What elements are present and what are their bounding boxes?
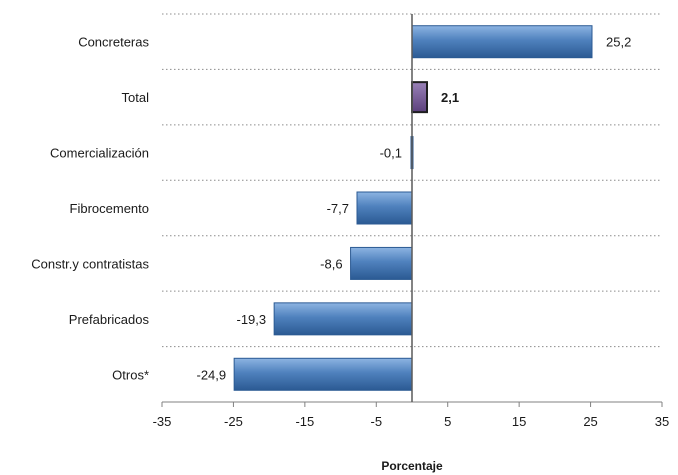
category-label: Prefabricados xyxy=(69,312,150,327)
category-label: Concreteras xyxy=(78,35,149,50)
category-label: Otros* xyxy=(112,367,149,382)
x-tick-label: -15 xyxy=(295,414,314,429)
axes xyxy=(161,14,663,407)
x-tick-label: 25 xyxy=(583,414,597,429)
value-label: -7,7 xyxy=(327,201,349,216)
x-tick-label: 5 xyxy=(444,414,451,429)
gridlines xyxy=(162,13,662,348)
category-label: Comercialización xyxy=(50,146,149,161)
value-label: 25,2 xyxy=(606,35,631,50)
x-axis-title: Porcentaje xyxy=(381,459,443,473)
category-label: Fibrocemento xyxy=(70,201,149,216)
bars xyxy=(233,25,593,391)
x-tick-label: -25 xyxy=(224,414,243,429)
value-label: -19,3 xyxy=(237,312,267,327)
bar xyxy=(411,81,428,114)
x-tick-label: 15 xyxy=(512,414,526,429)
value-label: -0,1 xyxy=(380,146,402,161)
x-tick-label: 35 xyxy=(655,414,669,429)
bar xyxy=(356,191,413,225)
value-label: 2,1 xyxy=(441,90,459,105)
bar xyxy=(411,25,593,59)
category-label: Total xyxy=(122,90,150,105)
bar xyxy=(233,357,413,391)
category-label: Constr.y contratistas xyxy=(31,256,149,271)
bar xyxy=(273,302,413,336)
labels: -35 -25 -15 -5 5 15 25 35 Concreteras 25,2 Total 2,… xyxy=(31,35,669,429)
x-tick-label: -35 xyxy=(153,414,172,429)
bar xyxy=(350,246,413,280)
value-label: -8,6 xyxy=(320,256,342,271)
x-tick-label: -5 xyxy=(371,414,383,429)
value-label: -24,9 xyxy=(197,367,227,382)
